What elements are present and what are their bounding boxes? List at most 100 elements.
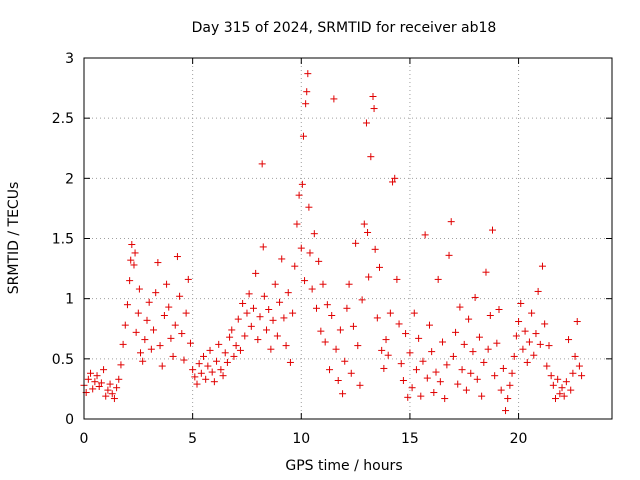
data-point bbox=[523, 358, 531, 366]
data-point bbox=[165, 303, 173, 311]
data-point bbox=[173, 253, 181, 261]
data-point bbox=[160, 312, 168, 320]
data-point bbox=[334, 376, 342, 384]
data-point bbox=[543, 362, 551, 370]
data-point bbox=[452, 328, 460, 336]
data-point bbox=[223, 358, 231, 366]
data-point bbox=[263, 326, 271, 334]
data-point bbox=[291, 262, 299, 270]
data-point bbox=[447, 218, 455, 226]
data-point bbox=[131, 249, 139, 257]
data-point bbox=[354, 342, 362, 350]
data-point bbox=[123, 301, 131, 309]
y-axis-label: SRMTID / TECUs bbox=[6, 182, 22, 295]
data-point bbox=[328, 312, 336, 320]
data-point bbox=[152, 289, 160, 297]
data-point bbox=[297, 244, 305, 252]
data-point bbox=[217, 366, 225, 374]
data-point bbox=[445, 251, 453, 259]
data-point bbox=[135, 285, 143, 293]
data-point bbox=[430, 389, 438, 397]
data-point bbox=[508, 369, 516, 377]
data-point bbox=[352, 239, 360, 247]
data-point bbox=[306, 249, 314, 257]
data-point bbox=[371, 245, 379, 253]
data-point bbox=[269, 316, 277, 324]
data-point bbox=[134, 309, 142, 317]
data-point bbox=[298, 180, 306, 188]
data-point bbox=[84, 375, 92, 383]
data-point bbox=[87, 369, 95, 377]
data-point bbox=[389, 178, 397, 186]
data-point bbox=[260, 292, 268, 300]
data-point bbox=[454, 380, 462, 388]
data-point bbox=[110, 395, 118, 403]
data-point bbox=[460, 340, 468, 348]
data-point bbox=[530, 351, 538, 359]
data-point bbox=[267, 345, 275, 353]
y-tick-label: 1 bbox=[65, 292, 74, 308]
data-point bbox=[365, 273, 373, 281]
data-point bbox=[302, 100, 310, 108]
data-point bbox=[259, 243, 267, 251]
data-point bbox=[506, 381, 514, 389]
y-tick-label: 2 bbox=[65, 171, 74, 187]
data-point bbox=[560, 392, 568, 400]
data-point bbox=[547, 372, 555, 380]
data-point bbox=[378, 346, 386, 354]
data-point bbox=[360, 220, 368, 228]
data-point bbox=[301, 277, 309, 285]
data-point bbox=[512, 332, 520, 340]
data-point bbox=[206, 346, 214, 354]
data-point bbox=[143, 316, 151, 324]
x-tick-label: 20 bbox=[510, 431, 528, 447]
data-point bbox=[136, 349, 144, 357]
data-point bbox=[370, 105, 378, 113]
data-point bbox=[573, 318, 581, 326]
data-point bbox=[252, 269, 260, 277]
data-point bbox=[393, 275, 401, 283]
data-point bbox=[193, 380, 201, 388]
data-point bbox=[575, 362, 583, 370]
data-point bbox=[362, 119, 370, 127]
data-point bbox=[343, 304, 351, 312]
data-point bbox=[486, 312, 494, 320]
data-point bbox=[565, 336, 573, 344]
data-point bbox=[467, 369, 475, 377]
data-point bbox=[315, 257, 323, 265]
data-point bbox=[273, 332, 281, 340]
data-point bbox=[415, 334, 423, 342]
data-point bbox=[232, 342, 240, 350]
data-point bbox=[406, 349, 414, 357]
data-point bbox=[258, 160, 266, 168]
data-point bbox=[132, 328, 140, 336]
data-point bbox=[284, 289, 292, 297]
plot-frame bbox=[83, 57, 613, 420]
data-point bbox=[310, 230, 318, 238]
data-point bbox=[141, 336, 149, 344]
data-point bbox=[341, 357, 349, 365]
data-point bbox=[367, 153, 375, 161]
axis-ticks: 0 0.5 1 1.5 2 2.5 3 0 5 10 15 20 bbox=[52, 51, 612, 447]
data-point bbox=[528, 309, 536, 317]
data-point bbox=[491, 372, 499, 380]
data-point bbox=[471, 293, 479, 301]
data-point bbox=[558, 384, 566, 392]
data-point bbox=[126, 277, 134, 285]
data-point bbox=[158, 362, 166, 370]
data-point bbox=[91, 378, 99, 386]
x-tick-label: 0 bbox=[80, 431, 89, 447]
data-point bbox=[247, 322, 255, 330]
data-point bbox=[417, 392, 425, 400]
data-point bbox=[97, 379, 105, 387]
data-point bbox=[478, 392, 486, 400]
data-point bbox=[145, 298, 153, 306]
data-point bbox=[571, 352, 579, 360]
data-point bbox=[330, 95, 338, 103]
data-point bbox=[308, 285, 316, 293]
data-point bbox=[241, 332, 249, 340]
data-point bbox=[319, 280, 327, 288]
data-point bbox=[317, 327, 325, 335]
data-point bbox=[254, 336, 262, 344]
data-point bbox=[532, 330, 540, 338]
